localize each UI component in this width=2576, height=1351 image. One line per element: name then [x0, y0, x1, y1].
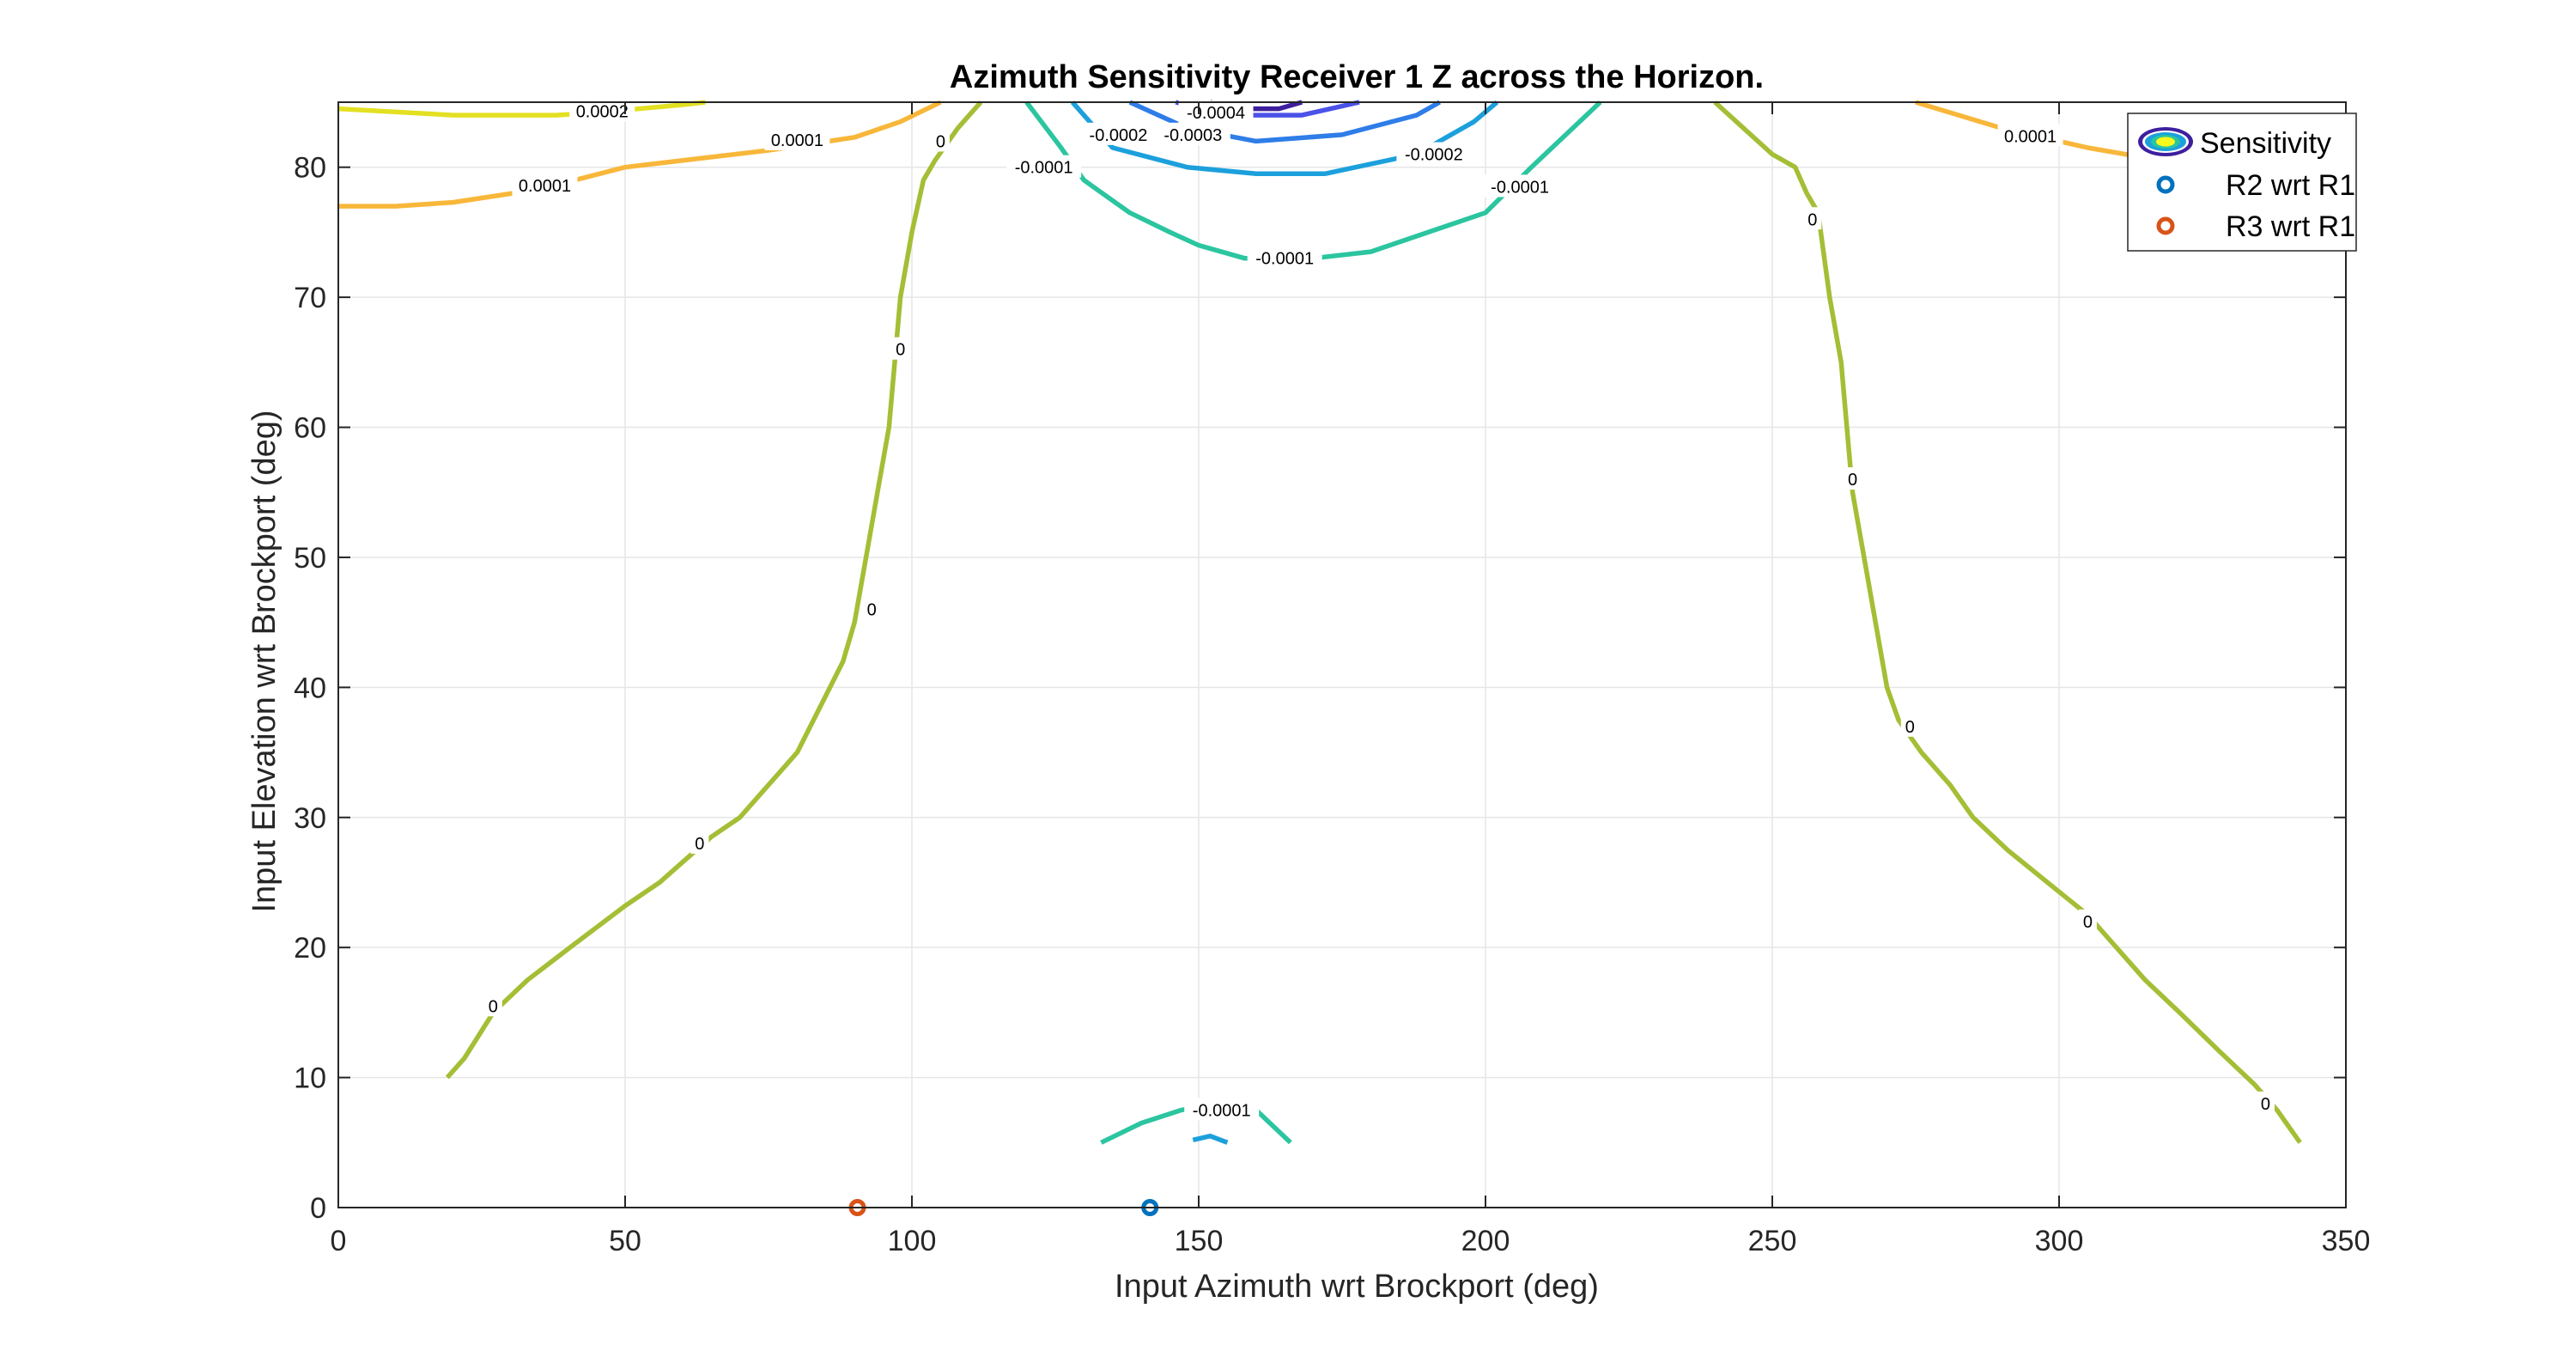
- contour-level-label: 0: [1900, 714, 1919, 737]
- contour-label-text: 0: [1848, 471, 1857, 490]
- x-tick-label: 100: [888, 1225, 937, 1257]
- contour-level-label: 0: [1844, 467, 1862, 490]
- y-tick-label: 70: [294, 282, 326, 314]
- contour-label-text: 0: [1807, 210, 1817, 229]
- y-tick-label: 40: [294, 672, 326, 704]
- y-axis-label: Input Elevation wrt Brockport (deg): [246, 410, 283, 912]
- sensitivity-swatch-icon: [2138, 127, 2193, 156]
- contour-label-text: 0: [2261, 1095, 2270, 1114]
- contour-level-label: -0.0003: [1155, 122, 1230, 145]
- contour-level-label: -0.0001: [1006, 155, 1082, 178]
- contour-label-text: 0: [1905, 718, 1915, 737]
- contour-label-text: 0: [867, 601, 877, 620]
- legend-entry-sensitivity: Sensitivity: [2138, 127, 2331, 160]
- legend-label-r2: R2 wrt R1: [2226, 169, 2355, 202]
- x-axis-label: Input Azimuth wrt Brockport (deg): [1115, 1269, 1599, 1305]
- contour-level-label: 0: [690, 831, 709, 855]
- contour-level-label: 0: [2256, 1091, 2275, 1114]
- x-tick-label: 0: [331, 1225, 347, 1257]
- contour-level-label: -0.0001: [1482, 174, 1558, 198]
- contour-label-text: 0.0002: [576, 103, 629, 122]
- contour-level-label: 0: [862, 597, 881, 620]
- y-tick-label: 60: [294, 412, 326, 445]
- contour-label-text: -0.0002: [1405, 146, 1463, 165]
- x-tick-label: 150: [1175, 1225, 1224, 1257]
- contour-level-label: -0.0001: [1247, 246, 1322, 269]
- legend-entry-r3: R3 wrt R1: [2156, 210, 2355, 243]
- contour-label-text: 0: [896, 341, 905, 360]
- legend-entry-r2: R2 wrt R1: [2156, 169, 2355, 202]
- contour-level-label: 0: [931, 129, 950, 152]
- contour-level-label: 0: [891, 337, 910, 360]
- contour-label-text: 0: [489, 997, 498, 1016]
- contour-level-label: 0.0001: [512, 173, 578, 196]
- contour-label-text: -0.0001: [1255, 250, 1314, 269]
- plot-frame: [337, 101, 2347, 1208]
- legend-label-r3: R3 wrt R1: [2226, 210, 2355, 243]
- y-tick-label: 10: [294, 1062, 326, 1095]
- contour-label-text: 0.0001: [2004, 127, 2057, 146]
- contour-level-label: 0: [1803, 207, 1822, 229]
- contour-label-text: -0.0004: [1187, 104, 1245, 123]
- x-tick-label: 300: [2035, 1225, 2084, 1257]
- x-tick-labels: 0 50 100 150 200 250 300 350: [331, 1225, 2371, 1257]
- contour-label-text: 0.0001: [771, 131, 823, 150]
- contour-labels: 0.0002 0.0001 0.0001 0.0001 0 0 0 0 0 0 0 0 0 0 -0.000…: [483, 99, 2275, 1121]
- contour-label-text: 0: [936, 132, 945, 151]
- contour-level-label: 0: [483, 994, 502, 1017]
- contour-label-text: 0.0001: [519, 177, 571, 196]
- contour-label-text: -0.0001: [1015, 159, 1073, 178]
- chart-title: Azimuth Sensitivity Receiver 1 Z across …: [950, 59, 1764, 95]
- contour-label-text: 0: [2083, 913, 2093, 932]
- x-tick-label: 200: [1461, 1225, 1510, 1257]
- grid-lines: [338, 102, 2346, 1208]
- y-tick-label: 0: [310, 1192, 326, 1225]
- contour-line: [1192, 1133, 1229, 1145]
- x-tick-label: 50: [609, 1225, 641, 1257]
- contour-level-label: 0: [2078, 909, 2097, 932]
- x-tick-label: 350: [2322, 1225, 2371, 1257]
- contour-line: [338, 100, 942, 209]
- contour-level-label: -0.0002: [1396, 142, 1472, 165]
- plot-area: 0.0002 0.0001 0.0001 0.0001 0 0 0 0 0 0 0 0 0 0 -0.000…: [337, 99, 2347, 1216]
- legend-label-sensitivity: Sensitivity: [2200, 127, 2331, 160]
- y-tick-labels: 0 10 20 30 40 50 60 70 80: [294, 152, 326, 1225]
- contour-label-text: -0.0001: [1193, 1101, 1251, 1120]
- contour-level-label: -0.0002: [1080, 122, 1156, 145]
- contour-level-label: -0.0001: [1184, 1098, 1260, 1121]
- r3-marker-icon: [2156, 216, 2175, 235]
- contour-label-text: -0.0002: [1090, 126, 1148, 145]
- contour-line: [445, 100, 983, 1080]
- x-tick-label: 250: [1748, 1225, 1797, 1257]
- y-tick-label: 30: [294, 802, 326, 835]
- contour-label-text: 0: [695, 835, 704, 854]
- contour-level-label: -0.0004: [1178, 100, 1254, 124]
- legend[interactable]: Sensitivity R2 wrt R1 R3 wrt R1: [2127, 113, 2357, 252]
- contour-line: [1070, 100, 1499, 177]
- r2-marker-icon: [2156, 175, 2175, 194]
- contour-level-label: 0.0001: [1997, 124, 2063, 147]
- contour-level-label: 0.0001: [764, 127, 830, 150]
- y-tick-label: 80: [294, 152, 326, 185]
- plot-background: [338, 102, 2346, 1208]
- y-tick-label: 20: [294, 932, 326, 965]
- y-tick-label: 50: [294, 542, 326, 575]
- contour-label-text: -0.0003: [1163, 126, 1222, 145]
- contour-label-text: -0.0001: [1491, 178, 1549, 197]
